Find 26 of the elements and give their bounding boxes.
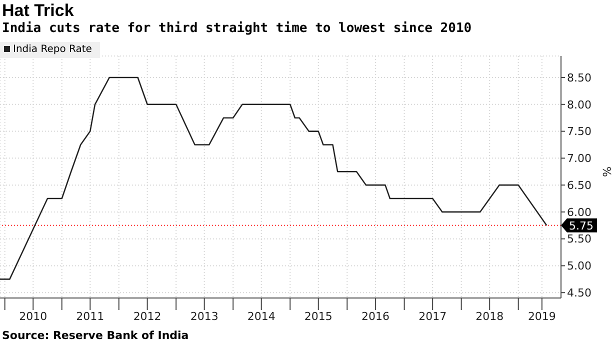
source-note: Source: Reserve Bank of India (2, 329, 189, 342)
y-tick-label: 8.50 (567, 71, 592, 84)
y-axis-title: % (600, 166, 613, 177)
x-tick-label: 2014 (247, 310, 276, 323)
y-tick-label: 6.50 (567, 178, 592, 192)
y-tick-label: 5.00 (567, 260, 592, 273)
x-tick-label: 2017 (418, 310, 447, 323)
x-tick-label: 2019 (528, 310, 556, 323)
chart-title: Hat Trick (2, 1, 74, 21)
x-tick-label: 2010 (19, 310, 48, 323)
x-tick-label: 2016 (362, 310, 390, 323)
ref-line-label: 5.75 (569, 219, 594, 232)
y-tick-label: 7.00 (567, 152, 592, 166)
x-tick-label: 2011 (76, 310, 104, 323)
chart-subtitle: India cuts rate for third straight time to lowest since 2010 (2, 21, 472, 36)
y-tick-label: 6.00 (567, 206, 592, 219)
y-tick-label: 4.50 (567, 286, 592, 300)
legend-label: India Repo Rate (12, 44, 92, 55)
x-tick-label: 2013 (190, 310, 218, 323)
x-tick-label: 2012 (133, 310, 162, 323)
x-tick-label: 2015 (304, 310, 332, 323)
y-tick-label: 8.00 (567, 98, 592, 112)
line-series (0, 76, 548, 280)
x-tick-label: 2018 (476, 310, 504, 323)
y-tick-label: 5.50 (567, 232, 592, 246)
y-tick-label: 7.50 (567, 125, 592, 138)
